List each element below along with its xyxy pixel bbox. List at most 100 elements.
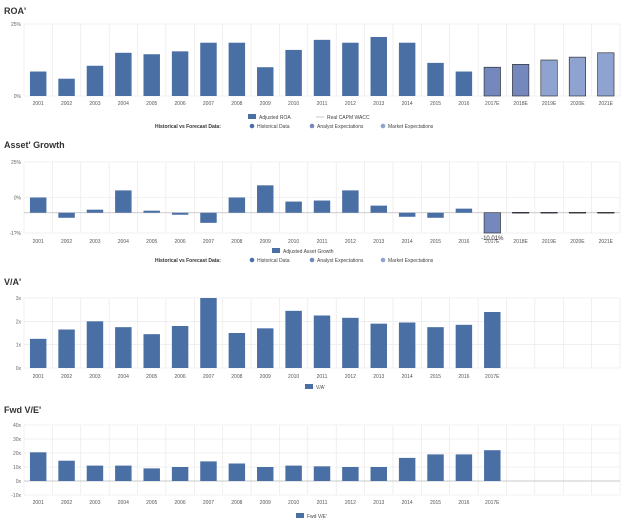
y-tick-label: 2x	[16, 319, 22, 325]
bar-2009	[257, 467, 274, 481]
x-tick-label: 2002	[61, 374, 72, 380]
x-tick-label: 2014	[402, 374, 413, 380]
bar-2012	[342, 190, 359, 213]
x-tick-label: 2018E	[513, 101, 528, 107]
y-tick-label: 0%	[14, 94, 22, 100]
bar-2016	[455, 208, 473, 213]
bar-2004	[115, 190, 132, 213]
legend-swatch	[296, 513, 304, 518]
x-tick-label: 2008	[231, 239, 242, 245]
x-tick-label: 2002	[61, 239, 72, 245]
x-tick-label: 2007	[203, 374, 214, 380]
y-tick-label: 10x	[13, 465, 22, 471]
bar-2006	[171, 212, 189, 215]
roa-chart: 25% 0% 2001 2002 2003 2004 2005 2006 2007 2008 200…	[11, 22, 621, 130]
x-tick-label: 2004	[118, 374, 129, 380]
x-tick-label: 2017E	[485, 374, 500, 380]
bar-2014	[398, 322, 416, 368]
bar-2016	[455, 454, 473, 481]
x-tick-label: 2017E	[485, 101, 500, 107]
bar-2011	[313, 39, 331, 96]
x-tick-label: 2004	[118, 239, 129, 245]
x-tick-label: 2004	[118, 500, 129, 506]
forecast-legend-dot	[380, 257, 386, 263]
x-tick-label: 2008	[231, 101, 242, 107]
roa-panel: ROA' 25% 0% 2001 2002 2003 2004 2005 2006 2007 20…	[0, 0, 628, 135]
bar-2010	[285, 49, 302, 96]
bar-2004	[115, 465, 132, 481]
x-tick-label: 2005	[146, 374, 157, 380]
y-tick-label: 20x	[13, 451, 22, 457]
x-tick-label: 2002	[61, 500, 72, 506]
x-tick-label: 2009	[260, 239, 271, 245]
bar-2015	[427, 62, 444, 96]
bar-2011	[313, 466, 331, 481]
x-tick-label: 2001	[33, 374, 44, 380]
x-tick-label: 2011	[317, 101, 328, 107]
bar-2013	[370, 205, 387, 213]
bar-2002	[58, 78, 75, 96]
y-tick-label: 25%	[11, 160, 22, 166]
x-tick-label: 2009	[260, 500, 271, 506]
bar-2010	[285, 201, 302, 213]
bar-2007	[200, 461, 217, 481]
bar-2002	[58, 460, 75, 481]
x-tick-label: 2016	[458, 374, 469, 380]
x-tick-label: 2018E	[513, 239, 528, 245]
x-tick-label: 2001	[33, 239, 44, 245]
legend-label: Real CAPM WACC	[327, 115, 370, 121]
x-tick-label: 2013	[373, 374, 384, 380]
forecast-legend-item: Analyst Expectations	[317, 124, 364, 130]
bar-2003	[86, 209, 104, 213]
roa-title: ROA'	[4, 6, 27, 16]
bar-2011	[313, 200, 331, 213]
x-tick-label: 2008	[231, 500, 242, 506]
bar-2017E	[483, 212, 501, 234]
bar-2017E	[484, 450, 501, 481]
x-tick-label: 2011	[317, 500, 328, 506]
x-tick-label: 2010	[288, 101, 299, 107]
bar-2006	[171, 51, 189, 96]
x-tick-label: 2006	[175, 239, 186, 245]
bar-2004	[115, 52, 132, 96]
bar-2012	[342, 42, 359, 96]
bar-2013	[370, 467, 387, 481]
va-title: V/A'	[4, 277, 22, 287]
bar-2005	[143, 210, 160, 213]
x-tick-label: 2009	[260, 101, 271, 107]
bar-2003	[86, 465, 104, 481]
x-tick-label: 2021E	[599, 101, 614, 107]
bar-2009	[257, 67, 274, 96]
x-tick-label: 2002	[61, 101, 72, 107]
forecast-legend-dot	[309, 257, 315, 263]
y-tick-label: 25%	[11, 22, 22, 28]
data-label: -10.01%	[481, 236, 504, 242]
forecast-legend-item: Market Expectations	[388, 258, 434, 264]
bar-2013	[370, 36, 387, 96]
forecast-legend-item: Historical Data	[257, 124, 290, 130]
bar-2015	[427, 212, 444, 218]
x-tick-label: 2001	[33, 500, 44, 506]
bar-2016	[455, 71, 473, 96]
forecast-legend-item: Historical Data	[257, 258, 290, 264]
forecast-legend-dot	[249, 257, 255, 263]
bar-2005	[143, 334, 160, 368]
x-tick-label: 2001	[33, 101, 44, 107]
x-tick-label: 2011	[317, 374, 328, 380]
fwd-ve-chart: 40x 30x 20x 10x 0x -10x 2001 2002 2003 2004 2005 20…	[11, 423, 621, 520]
asset-growth-panel: Asset' Growth 25% 0% -1?% 2001 2002 2003 2004 2…	[0, 135, 628, 268]
bar-2014	[398, 42, 416, 96]
y-tick-label: 3x	[16, 296, 22, 302]
bar-2007	[200, 42, 217, 96]
y-tick-label: -10x	[11, 493, 21, 499]
y-tick-label: 0%	[14, 196, 22, 202]
bar-2020E	[568, 56, 586, 97]
bar-2006	[171, 467, 189, 481]
bar-2019E	[540, 59, 558, 97]
x-tick-label: 2017E	[485, 500, 500, 506]
x-tick-label: 2014	[402, 101, 413, 107]
bar-2002	[58, 329, 75, 368]
bar-2020E	[568, 212, 586, 214]
legend-label: V/A'	[316, 385, 325, 391]
bar-2007	[200, 212, 217, 223]
